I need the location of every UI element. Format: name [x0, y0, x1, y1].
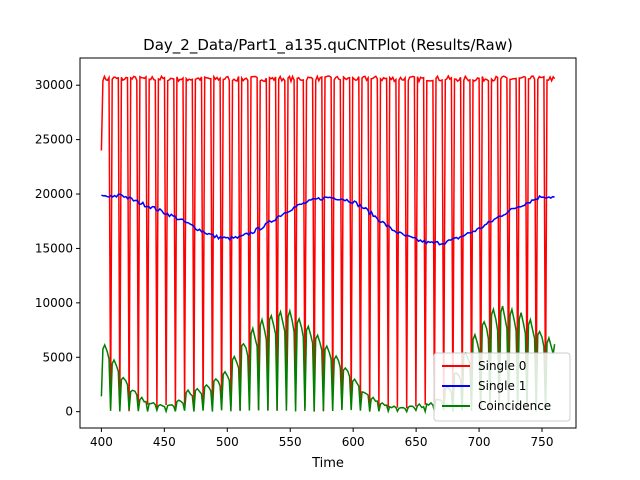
y-tick-label: 20000: [35, 187, 73, 201]
x-tick-label: 450: [153, 435, 176, 449]
y-tick-label: 15000: [35, 241, 73, 255]
legend-label: Coincidence: [478, 399, 551, 413]
legend-label: Single 1: [478, 379, 526, 393]
x-tick-label: 550: [279, 435, 302, 449]
x-tick-label: 400: [90, 435, 113, 449]
y-tick-label: 25000: [35, 133, 73, 147]
x-axis-label: Time: [311, 456, 344, 471]
chart-title: Day_2_Data/Part1_a135.quCNTPlot (Results…: [143, 36, 513, 55]
legend-box: [433, 352, 571, 422]
x-tick-label: 750: [531, 435, 554, 449]
y-tick-label: 5000: [42, 350, 73, 364]
x-tick-label: 600: [342, 435, 365, 449]
x-tick-label: 500: [216, 435, 239, 449]
x-tick-label: 650: [405, 435, 428, 449]
legend-label: Single 0: [478, 359, 526, 373]
y-axis: 0 5000 10000 15000 20000 25000 30000: [35, 78, 80, 419]
x-tick-label: 700: [468, 435, 491, 449]
y-tick-label: 30000: [35, 78, 73, 92]
y-tick-label: 10000: [35, 296, 73, 310]
y-tick-label: 0: [65, 405, 73, 419]
axes-frame: [79, 57, 577, 429]
x-axis: 400 450 500 550 600 650 700 750: [90, 428, 554, 449]
legend: Single 0 Single 1 Coincidence: [433, 352, 571, 422]
series-single-0-line: [100, 74, 556, 412]
series-single-1-line: [101, 193, 555, 246]
